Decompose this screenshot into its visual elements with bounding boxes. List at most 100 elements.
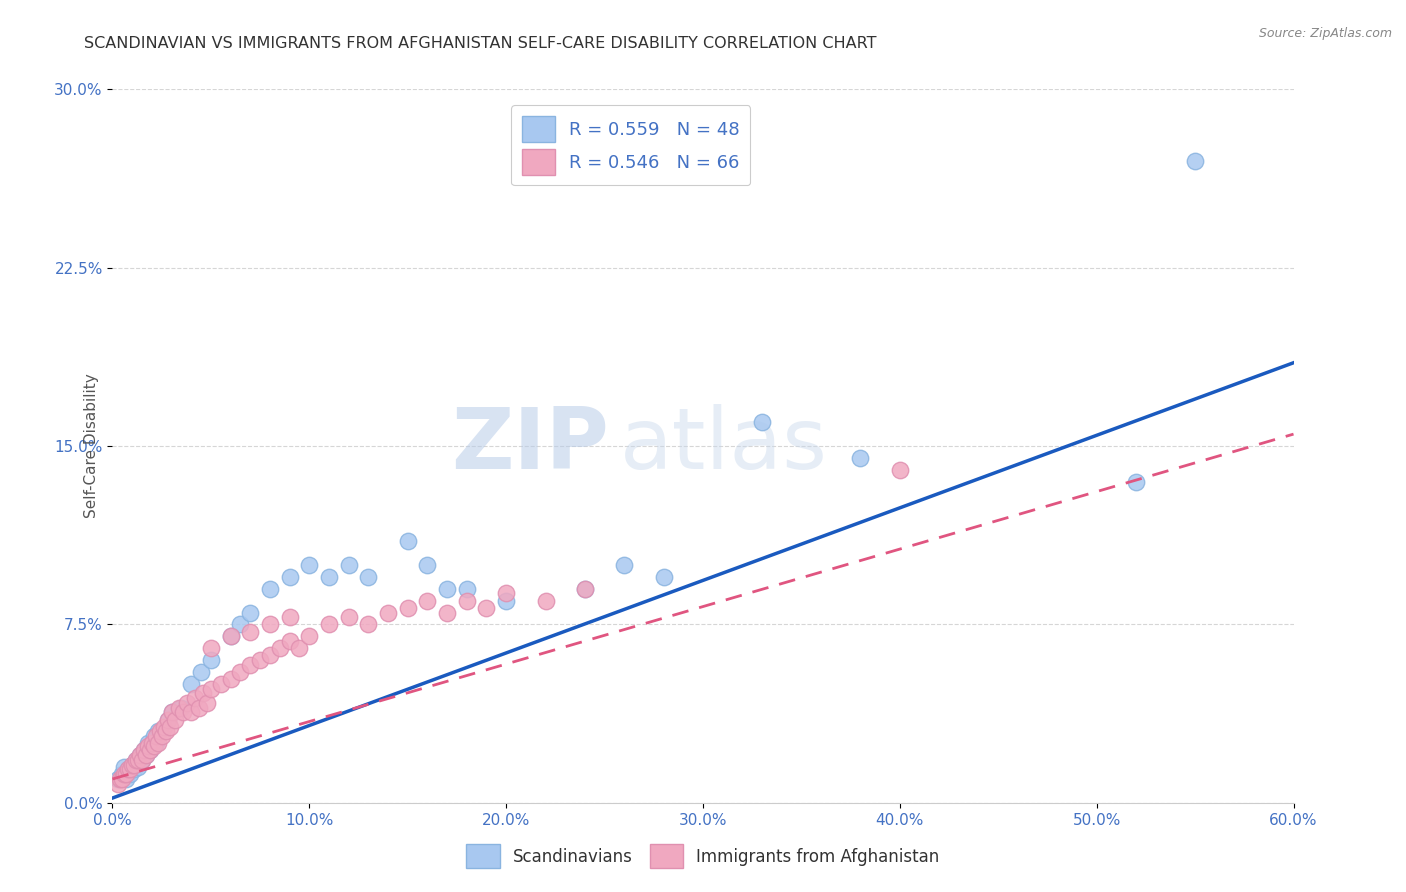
Point xyxy=(152,720,174,734)
Point xyxy=(456,582,478,596)
Point xyxy=(191,686,214,700)
Point xyxy=(145,736,167,750)
Text: ZIP: ZIP xyxy=(451,404,609,488)
Point xyxy=(156,713,179,727)
Point xyxy=(337,610,360,624)
Point xyxy=(495,593,517,607)
Point xyxy=(125,753,148,767)
Point xyxy=(416,558,439,572)
Point xyxy=(259,648,281,663)
Point xyxy=(146,724,169,739)
Point xyxy=(889,463,911,477)
Point xyxy=(110,772,132,786)
Point xyxy=(107,777,129,791)
Point xyxy=(121,757,143,772)
Point xyxy=(436,606,458,620)
Point xyxy=(574,582,596,596)
Point xyxy=(129,748,152,763)
Point xyxy=(127,753,149,767)
Point xyxy=(121,757,143,772)
Point xyxy=(200,681,222,696)
Point xyxy=(122,757,145,772)
Legend: Scandinavians, Immigrants from Afghanistan: Scandinavians, Immigrants from Afghanist… xyxy=(460,838,946,875)
Point xyxy=(180,706,202,720)
Point xyxy=(1184,153,1206,168)
Point xyxy=(396,600,419,615)
Point xyxy=(160,706,183,720)
Point xyxy=(132,743,155,757)
Point xyxy=(278,610,301,624)
Point xyxy=(131,753,153,767)
Point xyxy=(278,634,301,648)
Point xyxy=(180,677,202,691)
Point xyxy=(278,570,301,584)
Point xyxy=(135,748,157,763)
Point xyxy=(357,617,380,632)
Point xyxy=(150,729,173,743)
Text: Source: ZipAtlas.com: Source: ZipAtlas.com xyxy=(1258,27,1392,40)
Point xyxy=(249,653,271,667)
Point xyxy=(357,570,380,584)
Point xyxy=(188,700,211,714)
Point xyxy=(318,617,340,632)
Point xyxy=(142,739,165,753)
Point xyxy=(184,691,207,706)
Point xyxy=(377,606,399,620)
Point xyxy=(120,767,142,781)
Point xyxy=(125,753,148,767)
Point xyxy=(141,736,163,750)
Point xyxy=(136,739,159,753)
Point xyxy=(416,593,439,607)
Point xyxy=(117,763,139,777)
Text: SCANDINAVIAN VS IMMIGRANTS FROM AFGHANISTAN SELF-CARE DISABILITY CORRELATION CHA: SCANDINAVIAN VS IMMIGRANTS FROM AFGHANIS… xyxy=(84,36,877,51)
Point xyxy=(132,743,155,757)
Point xyxy=(613,558,636,572)
Point xyxy=(298,629,321,643)
Point xyxy=(139,743,162,757)
Point xyxy=(239,606,262,620)
Point xyxy=(139,743,162,757)
Point xyxy=(155,724,177,739)
Point xyxy=(288,641,311,656)
Point xyxy=(176,696,198,710)
Point xyxy=(239,657,262,672)
Point xyxy=(269,641,291,656)
Point xyxy=(200,641,222,656)
Point xyxy=(112,760,135,774)
Point xyxy=(170,700,193,714)
Point xyxy=(219,672,242,686)
Point xyxy=(495,586,517,600)
Point xyxy=(229,617,252,632)
Point xyxy=(849,450,872,465)
Point xyxy=(111,767,134,781)
Point xyxy=(209,677,232,691)
Point xyxy=(142,729,165,743)
Point xyxy=(229,665,252,679)
Point xyxy=(190,665,212,679)
Legend: R = 0.559   N = 48, R = 0.546   N = 66: R = 0.559 N = 48, R = 0.546 N = 66 xyxy=(512,105,751,186)
Point xyxy=(156,713,179,727)
Point xyxy=(160,706,183,720)
Point xyxy=(127,760,149,774)
Point xyxy=(574,582,596,596)
Point xyxy=(200,653,222,667)
Point xyxy=(534,593,557,607)
Point xyxy=(239,624,262,639)
Point xyxy=(456,593,478,607)
Point xyxy=(146,736,169,750)
Point xyxy=(475,600,498,615)
Point xyxy=(318,570,340,584)
Point xyxy=(1125,475,1147,489)
Point xyxy=(298,558,321,572)
Point xyxy=(107,772,129,786)
Point xyxy=(169,700,191,714)
Point xyxy=(129,748,152,763)
Point xyxy=(136,736,159,750)
Point xyxy=(259,582,281,596)
Point xyxy=(122,763,145,777)
Point xyxy=(219,629,242,643)
Point xyxy=(172,706,194,720)
Point xyxy=(436,582,458,596)
Point xyxy=(165,713,187,727)
Y-axis label: Self-Care Disability: Self-Care Disability xyxy=(83,374,98,518)
